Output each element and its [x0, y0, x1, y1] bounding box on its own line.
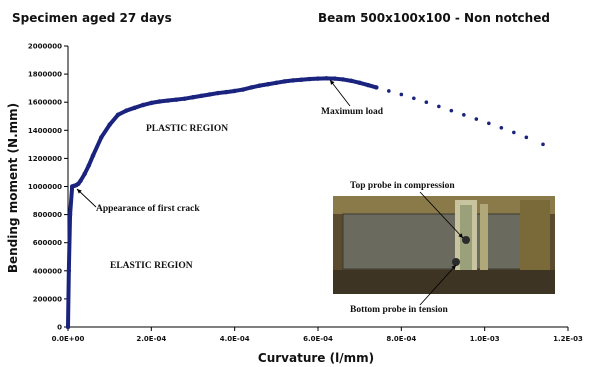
x-tick-label: 1.0E-03	[470, 335, 500, 343]
y-tick-label: 200000	[33, 295, 62, 303]
annotation-arrowhead	[330, 80, 335, 85]
y-tick-label: 1000000	[28, 183, 62, 191]
curve-segment	[66, 212, 73, 273]
left-title: Specimen aged 27 days	[12, 11, 172, 25]
x-axis-label: Curvature (l/mm)	[258, 351, 374, 365]
annotation-label: Top probe in compression	[350, 181, 455, 191]
annotation-arrow	[329, 79, 351, 107]
beam-photo	[333, 196, 555, 294]
annotation-arrowhead	[77, 189, 82, 194]
data-point	[541, 142, 545, 147]
data-point	[524, 135, 529, 140]
annotation-label: Bottom probe in tension	[350, 305, 448, 315]
y-tick-label: 2000000	[28, 43, 62, 51]
y-tick-label: 1800000	[28, 71, 62, 79]
annotation-label: Maximum load	[321, 107, 384, 117]
right-title: Beam 500x100x100 - Non notched	[318, 11, 550, 25]
y-axis-label: Bending moment (N.mm)	[6, 103, 20, 273]
annotations: Maximum load PLASTIC REGION Appearance of …	[76, 79, 464, 315]
curve-segment	[68, 184, 75, 217]
y-tick-label: 800000	[33, 211, 62, 219]
x-tick-label: 4.0E-04	[220, 335, 250, 343]
y-tick-label: 600000	[33, 239, 62, 247]
data-point	[399, 92, 404, 97]
y-tick-label: 1200000	[28, 155, 62, 163]
x-tick-label: 8.0E-04	[386, 335, 416, 343]
data-point	[424, 100, 429, 104]
y-tick-label: 1400000	[28, 127, 62, 135]
x-tick-label: 1.2E-03	[553, 335, 583, 343]
annotation-label: PLASTIC REGION	[146, 124, 228, 134]
data-point	[449, 108, 454, 113]
x-tick-label: 6.0E-04	[303, 335, 333, 343]
data-point	[512, 130, 516, 135]
annotation-arrowhead	[458, 233, 463, 238]
curve-segment	[91, 135, 104, 158]
data-point	[412, 96, 416, 101]
annotation-arrow	[419, 264, 457, 306]
data-point	[462, 113, 466, 117]
y-tick-label: 0	[57, 324, 62, 332]
y-tick-label: 1600000	[28, 99, 62, 107]
data-points	[65, 76, 545, 330]
axis-ticks: 0 200000 400000 600000 800000 1000000 1200000 1…	[28, 43, 583, 344]
x-tick-label: 2.0E-04	[136, 335, 166, 343]
data-point	[499, 125, 504, 130]
annotation-label: Appearance of first crack	[96, 204, 200, 214]
data-point	[374, 85, 379, 90]
data-point	[387, 89, 391, 93]
data-point	[474, 117, 479, 121]
x-tick-label: 0.0E+00	[52, 335, 85, 343]
data-point	[487, 121, 491, 126]
annotation-arrowhead	[451, 265, 456, 270]
y-tick-label: 400000	[33, 267, 62, 275]
annotation-label: ELASTIC REGION	[110, 261, 193, 271]
data-point	[437, 104, 441, 109]
curve-segment	[99, 122, 112, 140]
annotation-arrow	[419, 191, 464, 239]
curve-segment	[66, 268, 71, 329]
